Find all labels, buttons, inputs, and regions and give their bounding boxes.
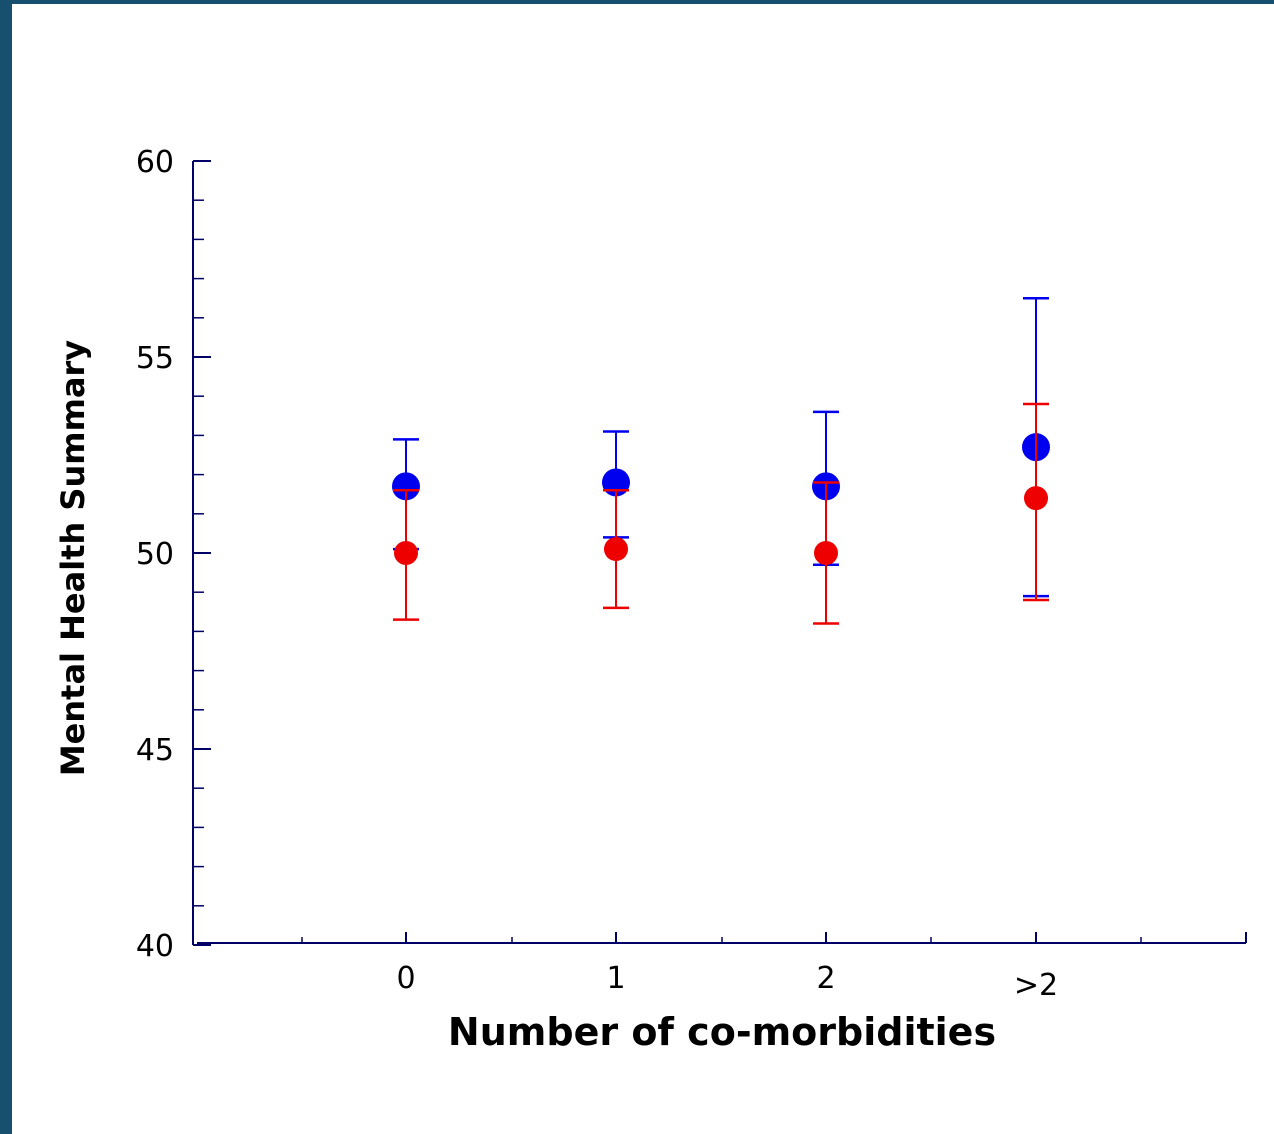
data-point <box>392 472 420 501</box>
x-tick-label: 0 <box>396 961 415 996</box>
x-tick-label: >2 <box>1014 968 1058 1003</box>
y-tick-label: 50 <box>136 537 174 572</box>
y-tick-label: 45 <box>136 733 174 768</box>
chart-panel <box>12 4 1274 1134</box>
y-tick-label: 60 <box>136 145 174 180</box>
y-axis-label: Mental Health Summary <box>54 340 92 776</box>
data-point <box>814 541 838 565</box>
data-point <box>604 537 628 562</box>
data-point <box>394 541 418 565</box>
x-tick-label: 1 <box>606 961 625 996</box>
data-marks <box>392 296 1050 625</box>
axes: 40 45 50 55 60 0 1 2 >2 <box>136 145 1247 1003</box>
x-axis-label: Number of co-morbidities <box>448 1010 996 1054</box>
x-tick-label: 2 <box>816 961 835 996</box>
y-tick-label: 40 <box>136 929 174 964</box>
y-tick-label: 55 <box>136 341 174 376</box>
data-point <box>1024 486 1048 511</box>
